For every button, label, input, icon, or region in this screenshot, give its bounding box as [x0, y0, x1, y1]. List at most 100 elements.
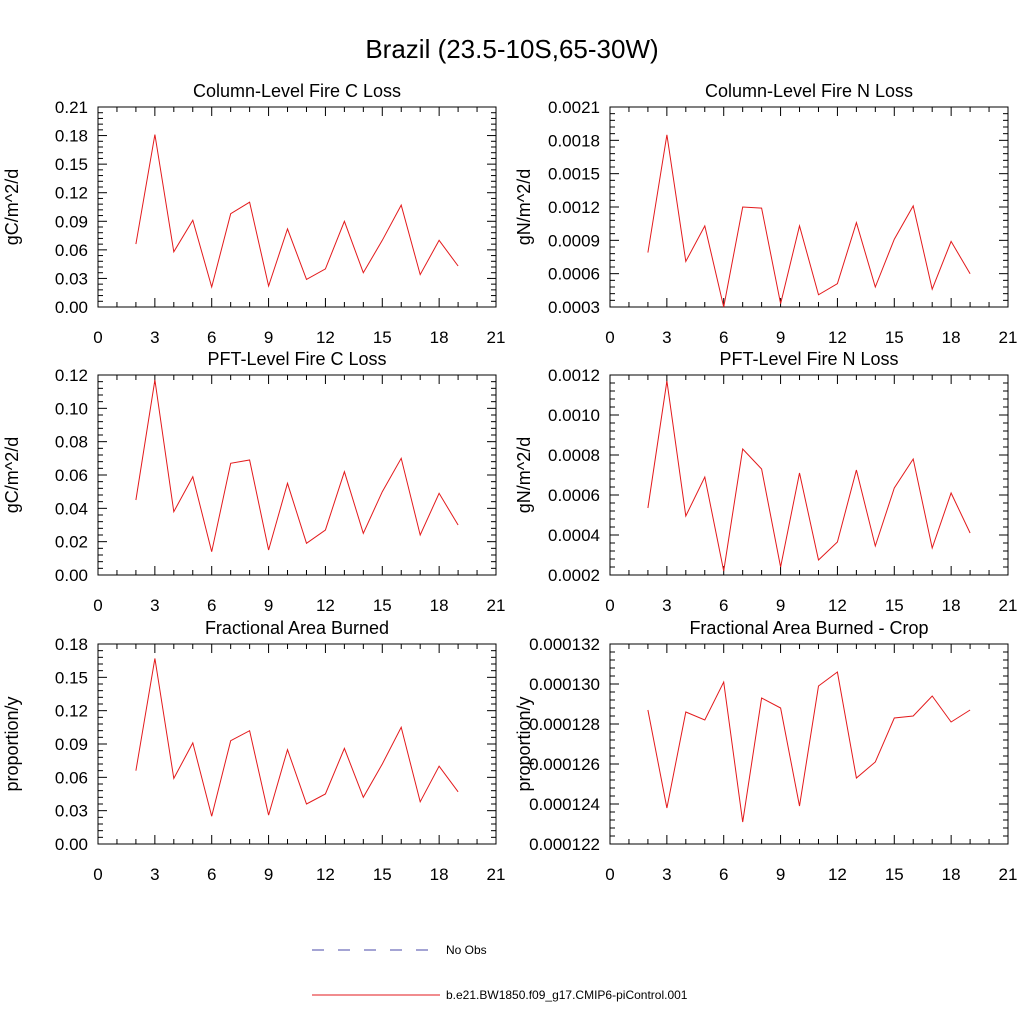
x-tick-label: 6 — [207, 596, 216, 615]
x-tick-label: 21 — [487, 865, 506, 884]
y-tick-label: 0.10 — [55, 399, 88, 418]
x-tick-label: 9 — [776, 328, 785, 347]
y-tick-label: 0.0002 — [548, 566, 600, 585]
x-tick-label: 21 — [999, 865, 1018, 884]
y-tick-label: 0.09 — [55, 735, 88, 754]
panel-1: Column-Level Fire C Loss gC/m^2/d 0 3 6 9 12 15… — [2, 81, 505, 347]
series-line-1 — [135, 379, 459, 552]
y-tick-label: 0.04 — [55, 499, 88, 518]
y-tick-label: 0.12 — [55, 184, 88, 203]
series-line-1 — [647, 671, 971, 823]
x-tick-label: 12 — [316, 596, 335, 615]
y-tick-label: 0.02 — [55, 533, 88, 552]
y-tick-label: 0.0006 — [548, 486, 600, 505]
plot-frame — [609, 106, 1009, 308]
x-tick-label: 15 — [885, 596, 904, 615]
x-tick-label: 9 — [264, 328, 273, 347]
y-tick-label: 0.06 — [55, 768, 88, 787]
y-tick-label: 0.15 — [55, 668, 88, 687]
legend-label-no-obs: No Obs — [446, 943, 487, 957]
x-tick-label: 21 — [999, 596, 1018, 615]
x-tick-label: 15 — [373, 865, 392, 884]
x-tick-label: 3 — [150, 865, 159, 884]
x-tick-label: 3 — [662, 596, 671, 615]
y-tick-label: 0.0015 — [548, 165, 600, 184]
x-tick-label: 3 — [150, 328, 159, 347]
y-tick-label: 0.15 — [55, 155, 88, 174]
y-tick-label: 0.12 — [55, 366, 88, 385]
plot-frame — [609, 643, 1009, 845]
y-tick-label: 0.0009 — [548, 231, 600, 250]
series-line-1 — [647, 380, 971, 572]
y-axis-label: proportion/y — [514, 696, 534, 791]
x-tick-label: 6 — [719, 328, 728, 347]
legend-label-model: b.e21.BW1850.f09_g17.CMIP6-piControl.001 — [446, 988, 688, 1002]
y-tick-label: 0.000126 — [529, 755, 600, 774]
x-tick-label: 3 — [150, 596, 159, 615]
x-tick-label: 18 — [430, 865, 449, 884]
y-tick-label: 0.00 — [55, 298, 88, 317]
y-tick-label: 0.12 — [55, 702, 88, 721]
y-tick-label: 0.00 — [55, 566, 88, 585]
x-tick-label: 6 — [719, 865, 728, 884]
x-tick-label: 12 — [828, 596, 847, 615]
x-tick-label: 12 — [316, 328, 335, 347]
x-tick-label: 0 — [93, 328, 102, 347]
series-line-1 — [135, 134, 459, 289]
x-tick-label: 0 — [93, 596, 102, 615]
x-tick-label: 18 — [942, 328, 961, 347]
y-tick-label: 0.21 — [55, 98, 88, 117]
x-tick-label: 6 — [207, 328, 216, 347]
y-tick-label: 0.000130 — [529, 675, 600, 694]
y-axis-label: gC/m^2/d — [2, 437, 22, 513]
panel-title: PFT-Level Fire C Loss — [207, 349, 386, 369]
y-tick-label: 0.18 — [55, 635, 88, 654]
y-tick-label: 0.03 — [55, 269, 88, 288]
panel-3: PFT-Level Fire C Loss gC/m^2/d 0 3 6 9 12 15 18 2… — [2, 349, 505, 615]
y-tick-label: 0.000132 — [529, 635, 600, 654]
plot-frame — [609, 374, 1009, 576]
x-tick-label: 18 — [430, 328, 449, 347]
x-tick-label: 18 — [430, 596, 449, 615]
x-tick-label: 18 — [942, 596, 961, 615]
panel-title: Column-Level Fire C Loss — [193, 81, 401, 101]
x-tick-label: 3 — [662, 865, 671, 884]
y-tick-label: 0.000122 — [529, 835, 600, 854]
x-tick-label: 9 — [776, 596, 785, 615]
x-tick-label: 12 — [828, 328, 847, 347]
y-axis-label: gN/m^2/d — [514, 169, 534, 245]
plot-frame — [97, 106, 497, 308]
panel-title: Fractional Area Burned — [205, 618, 389, 638]
y-axis-label: gC/m^2/d — [2, 169, 22, 245]
panel-6: Fractional Area Burned - Crop proportion/… — [514, 618, 1017, 884]
y-tick-label: 0.0008 — [548, 446, 600, 465]
y-axis-label: proportion/y — [2, 696, 22, 791]
x-tick-label: 6 — [719, 596, 728, 615]
figure-title: Brazil (23.5-10S,65-30W) — [365, 34, 658, 64]
y-tick-label: 0.0010 — [548, 406, 600, 425]
x-tick-label: 15 — [885, 865, 904, 884]
y-tick-label: 0.0021 — [548, 98, 600, 117]
x-tick-label: 0 — [605, 865, 614, 884]
y-tick-label: 0.0004 — [548, 526, 600, 545]
y-tick-label: 0.000124 — [529, 795, 600, 814]
x-tick-label: 21 — [999, 328, 1018, 347]
y-tick-label: 0.00 — [55, 835, 88, 854]
y-tick-label: 0.000128 — [529, 715, 600, 734]
y-tick-label: 0.06 — [55, 466, 88, 485]
x-tick-label: 6 — [207, 865, 216, 884]
x-tick-label: 12 — [828, 865, 847, 884]
x-tick-label: 0 — [605, 596, 614, 615]
x-tick-label: 21 — [487, 596, 506, 615]
series-line-1 — [647, 134, 971, 308]
y-tick-label: 0.03 — [55, 802, 88, 821]
panel-title: PFT-Level Fire N Loss — [719, 349, 898, 369]
y-axis-label: gN/m^2/d — [514, 437, 534, 513]
x-tick-label: 21 — [487, 328, 506, 347]
panel-5: Fractional Area Burned proportion/y 0 3 6 9 12… — [2, 618, 505, 884]
x-tick-label: 9 — [264, 596, 273, 615]
x-tick-label: 0 — [605, 328, 614, 347]
x-tick-label: 15 — [885, 328, 904, 347]
y-tick-label: 0.06 — [55, 241, 88, 260]
